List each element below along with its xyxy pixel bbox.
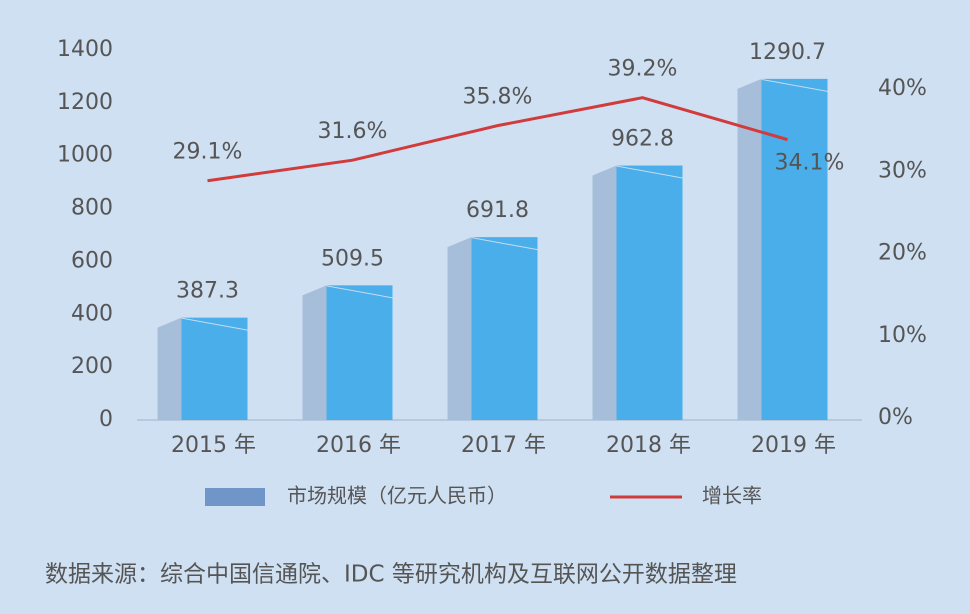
y-tick-label: 1200	[57, 90, 113, 115]
line-label: 34.1%	[775, 151, 845, 176]
data-label: 962.8	[611, 127, 674, 152]
legend-swatch	[205, 488, 265, 506]
y-tick-label: 0	[99, 407, 113, 432]
y2-tick-label: 10%	[878, 323, 927, 348]
bar	[471, 237, 538, 420]
y-tick-label: 1000	[57, 143, 113, 168]
line-label: 39.2%	[608, 57, 678, 82]
bar-top	[471, 237, 538, 251]
y2-tick-label: 30%	[878, 158, 927, 183]
legend-label: 增长率	[702, 484, 762, 508]
x-tick-label: 2017 年	[461, 433, 546, 458]
bar	[761, 78, 828, 421]
bar-side	[157, 317, 182, 420]
x-tick-label: 2019 年	[751, 433, 836, 458]
line	[207, 96, 788, 183]
y2-tick-label: 0%	[878, 405, 913, 430]
bar-top	[761, 78, 828, 92]
bar-top	[181, 317, 248, 331]
data-label: 509.5	[321, 246, 384, 271]
x-tick-label: 2015 年	[171, 433, 256, 458]
bar	[616, 165, 683, 420]
bar	[326, 285, 393, 420]
data-label: 1290.7	[749, 40, 826, 65]
data-label: 387.3	[176, 279, 239, 304]
y2-tick-label: 20%	[878, 241, 927, 266]
legend-label: 市场规模（亿元人民币）	[287, 484, 507, 508]
y2-tick-label: 40%	[878, 76, 927, 101]
bar-side	[592, 165, 617, 420]
bar-top	[326, 285, 393, 299]
x-tick-label: 2016 年	[316, 433, 401, 458]
y-tick-label: 600	[71, 248, 113, 273]
bar	[181, 317, 248, 420]
bar-top	[616, 165, 683, 179]
source-note: 数据来源：综合中国信通院、IDC 等研究机构及互联网公开数据整理	[45, 562, 737, 588]
line-label: 29.1%	[173, 140, 243, 165]
y-tick-label: 200	[71, 354, 113, 379]
line-label: 35.8%	[463, 85, 533, 110]
bar-side	[302, 285, 327, 420]
x-tick-label: 2018 年	[606, 433, 691, 458]
line-label: 31.6%	[318, 119, 388, 144]
y-tick-label: 1400	[57, 37, 113, 62]
y-tick-label: 400	[71, 301, 113, 326]
data-label: 691.8	[466, 198, 529, 223]
bar-side	[737, 78, 762, 421]
y-tick-label: 800	[71, 196, 113, 221]
bar-side	[447, 237, 472, 420]
